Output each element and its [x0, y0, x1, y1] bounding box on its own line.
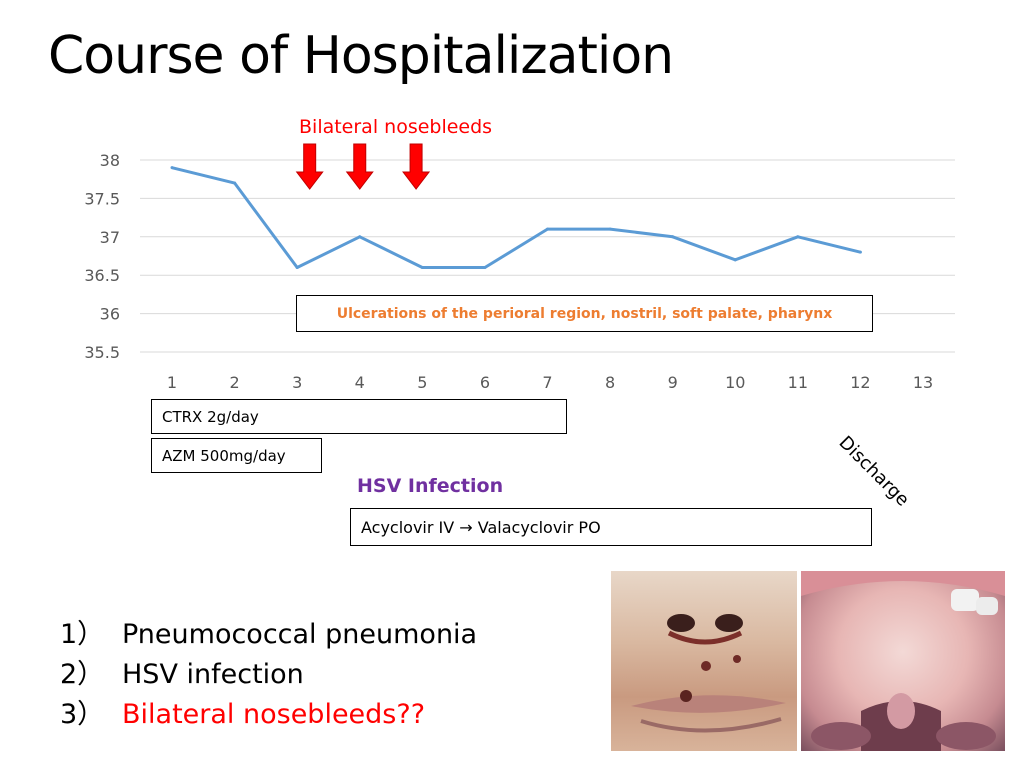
diagnosis-number: 2） [60, 659, 105, 690]
slide-title: Course of Hospitalization [48, 26, 674, 86]
x-tick-label: 9 [668, 373, 678, 392]
ctrx-treatment-bar: CTRX 2g/day [151, 399, 567, 434]
x-tick-label: 4 [355, 373, 365, 392]
y-tick-label: 37 [100, 228, 120, 247]
diagnosis-item: 2） HSV infection [60, 655, 477, 695]
diagnosis-text: Bilateral nosebleeds?? [122, 699, 426, 730]
x-tick-label: 10 [725, 373, 745, 392]
data-point [608, 227, 612, 231]
ulcerations-box: Ulcerations of the perioral region, nost… [296, 295, 873, 332]
y-tick-label: 36 [100, 305, 120, 324]
data-point [796, 235, 800, 239]
face-illustration [631, 614, 786, 733]
x-tick-label: 12 [850, 373, 870, 392]
y-tick-label: 37.5 [84, 189, 120, 208]
nosebleed-arrow-icon [402, 143, 431, 190]
hsv-infection-label: HSV Infection [357, 475, 504, 497]
data-point [858, 250, 862, 254]
x-tick-label: 11 [788, 373, 808, 392]
data-point [733, 258, 737, 262]
data-point [671, 235, 675, 239]
data-point [295, 266, 299, 270]
x-tick-label: 6 [480, 373, 490, 392]
nosebleed-arrow-icon [345, 143, 374, 190]
x-tick-label: 7 [542, 373, 552, 392]
data-point [483, 266, 487, 270]
diagnosis-text: HSV infection [122, 659, 304, 690]
nosebleed-arrow-icon [295, 143, 324, 190]
data-point [233, 181, 237, 185]
perioral-lesion-photo [611, 571, 797, 751]
diagnosis-item: 1） Pneumococcal pneumonia [60, 615, 477, 655]
oral-palate-photo [801, 571, 1005, 751]
x-tick-label: 5 [417, 373, 427, 392]
temperature-line [171, 166, 861, 270]
y-tick-label: 38 [100, 151, 120, 170]
x-tick-label: 8 [605, 373, 615, 392]
diagnosis-text: Pneumococcal pneumonia [122, 619, 478, 650]
x-tick-label: 3 [292, 373, 302, 392]
data-point [420, 266, 424, 270]
data-point [170, 166, 174, 170]
palate-illustration [801, 571, 1005, 751]
x-tick-label: 2 [229, 373, 239, 392]
data-point [546, 227, 549, 231]
data-point [358, 235, 362, 239]
diagnosis-number: 3） [60, 699, 105, 730]
nosebleeds-label: Bilateral nosebleeds [299, 116, 493, 138]
azm-treatment-bar: AZM 500mg/day [151, 438, 322, 473]
discharge-label: Discharge [834, 432, 914, 511]
x-tick-label: 13 [913, 373, 933, 392]
diagnosis-item: 3） Bilateral nosebleeds?? [60, 695, 477, 735]
diagnosis-list: 1） Pneumococcal pneumonia 2） HSV infecti… [60, 615, 477, 735]
x-tick-label: 1 [167, 373, 177, 392]
diagnosis-number: 1） [60, 619, 105, 650]
acyclovir-treatment-bar: Acyclovir IV → Valacyclovir PO [350, 508, 872, 546]
y-tick-label: 35.5 [84, 343, 120, 362]
y-tick-label: 36.5 [84, 266, 120, 285]
